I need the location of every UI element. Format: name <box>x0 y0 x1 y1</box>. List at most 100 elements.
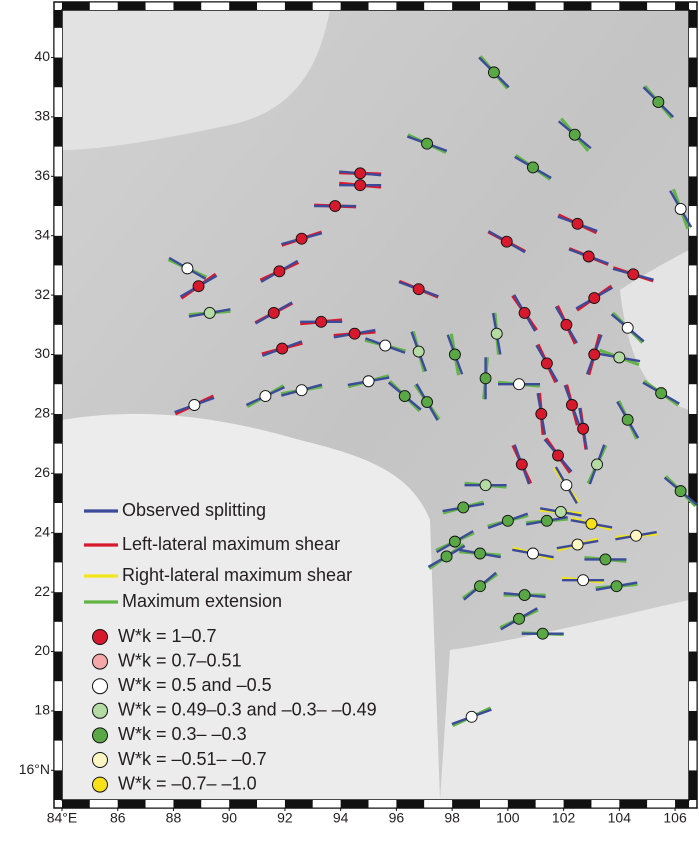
station <box>614 352 625 363</box>
station <box>475 548 486 559</box>
frame-segment <box>285 800 313 808</box>
x-tick-label: 100 <box>496 810 520 826</box>
legend-symbol <box>93 703 108 718</box>
frame-segment <box>54 10 62 28</box>
frame-segment <box>201 2 229 10</box>
frame-segment <box>62 800 90 808</box>
station <box>193 281 204 292</box>
station <box>355 168 366 179</box>
station <box>475 581 486 592</box>
frame-segment <box>396 800 424 808</box>
legend-symbol <box>93 630 108 645</box>
station <box>182 263 193 274</box>
x-tick-label: 84°E <box>47 810 78 826</box>
frame-segment <box>54 473 62 503</box>
frame-segment <box>689 295 697 325</box>
legend-symbol <box>93 654 108 669</box>
station <box>413 346 424 357</box>
frame-segment <box>689 117 697 147</box>
frame-segment <box>54 206 62 236</box>
station <box>572 539 583 550</box>
station <box>480 480 491 491</box>
frame-segment <box>54 444 62 474</box>
station <box>675 203 686 214</box>
frame-segment <box>536 800 564 808</box>
frame-segment <box>341 2 369 10</box>
frame-segment <box>689 265 697 295</box>
frame-segment <box>536 2 564 10</box>
station <box>355 180 366 191</box>
station <box>514 379 525 390</box>
frame-segment <box>591 800 619 808</box>
frame-segment <box>689 236 697 266</box>
frame-segment <box>369 2 397 10</box>
frame-segment <box>689 58 697 88</box>
frame-segment <box>689 176 697 206</box>
frame-segment <box>689 533 697 563</box>
frame-segment <box>54 414 62 444</box>
station <box>622 414 633 425</box>
frame-segment <box>54 652 62 682</box>
station <box>569 129 580 140</box>
station <box>586 518 597 529</box>
frame-segment <box>689 592 697 622</box>
frame-segment <box>90 2 118 10</box>
frame-segment <box>229 800 257 808</box>
frame-segment <box>54 592 62 622</box>
station <box>578 423 589 434</box>
frame-segment <box>689 681 697 711</box>
frame-segment <box>54 58 62 88</box>
frame-segment <box>689 325 697 355</box>
frame-segment <box>647 2 675 10</box>
frame-segment <box>689 147 697 177</box>
station <box>527 162 538 173</box>
frame-segment <box>54 117 62 147</box>
x-tick-label: 96 <box>389 810 405 826</box>
station <box>592 459 603 470</box>
station <box>589 349 600 360</box>
frame-segment <box>689 711 697 741</box>
frame-segment <box>146 800 174 808</box>
frame-segment <box>675 800 689 808</box>
frame-segment <box>689 444 697 474</box>
x-tick-label: 86 <box>110 810 126 826</box>
station <box>441 551 452 562</box>
legend-symbol <box>93 679 108 694</box>
frame-segment <box>564 2 592 10</box>
station <box>519 590 530 601</box>
station <box>330 201 341 212</box>
legend-label: Left-lateral maximum shear <box>122 534 340 554</box>
station <box>628 269 639 280</box>
y-tick-label: 30 <box>34 345 50 361</box>
frame-segment <box>173 800 201 808</box>
frame-segment <box>689 28 697 58</box>
station <box>514 613 525 624</box>
station <box>268 307 279 318</box>
station <box>380 340 391 351</box>
station <box>675 486 686 497</box>
station <box>519 307 530 318</box>
frame-segment <box>54 562 62 592</box>
frame-segment <box>619 2 647 10</box>
frame-segment <box>508 2 536 10</box>
y-tick-label: 32 <box>34 286 50 302</box>
frame-segment <box>54 681 62 711</box>
y-tick-label: 24 <box>34 523 50 539</box>
frame-segment <box>229 2 257 10</box>
x-tick-label: 94 <box>333 810 349 826</box>
y-tick-label: 40 <box>34 48 50 64</box>
station <box>458 502 469 513</box>
frame-segment <box>689 622 697 652</box>
frame-segment <box>689 206 697 236</box>
station <box>541 515 552 526</box>
station <box>189 400 200 411</box>
frame-segment <box>424 2 452 10</box>
legend-label: Right-lateral maximum shear <box>122 565 352 585</box>
y-tick-label: 20 <box>34 642 50 658</box>
frame-segment <box>54 533 62 563</box>
station <box>363 376 374 387</box>
station <box>631 530 642 541</box>
frame-segment <box>313 2 341 10</box>
legend-symbol <box>93 728 108 743</box>
frame-segment <box>689 770 697 800</box>
